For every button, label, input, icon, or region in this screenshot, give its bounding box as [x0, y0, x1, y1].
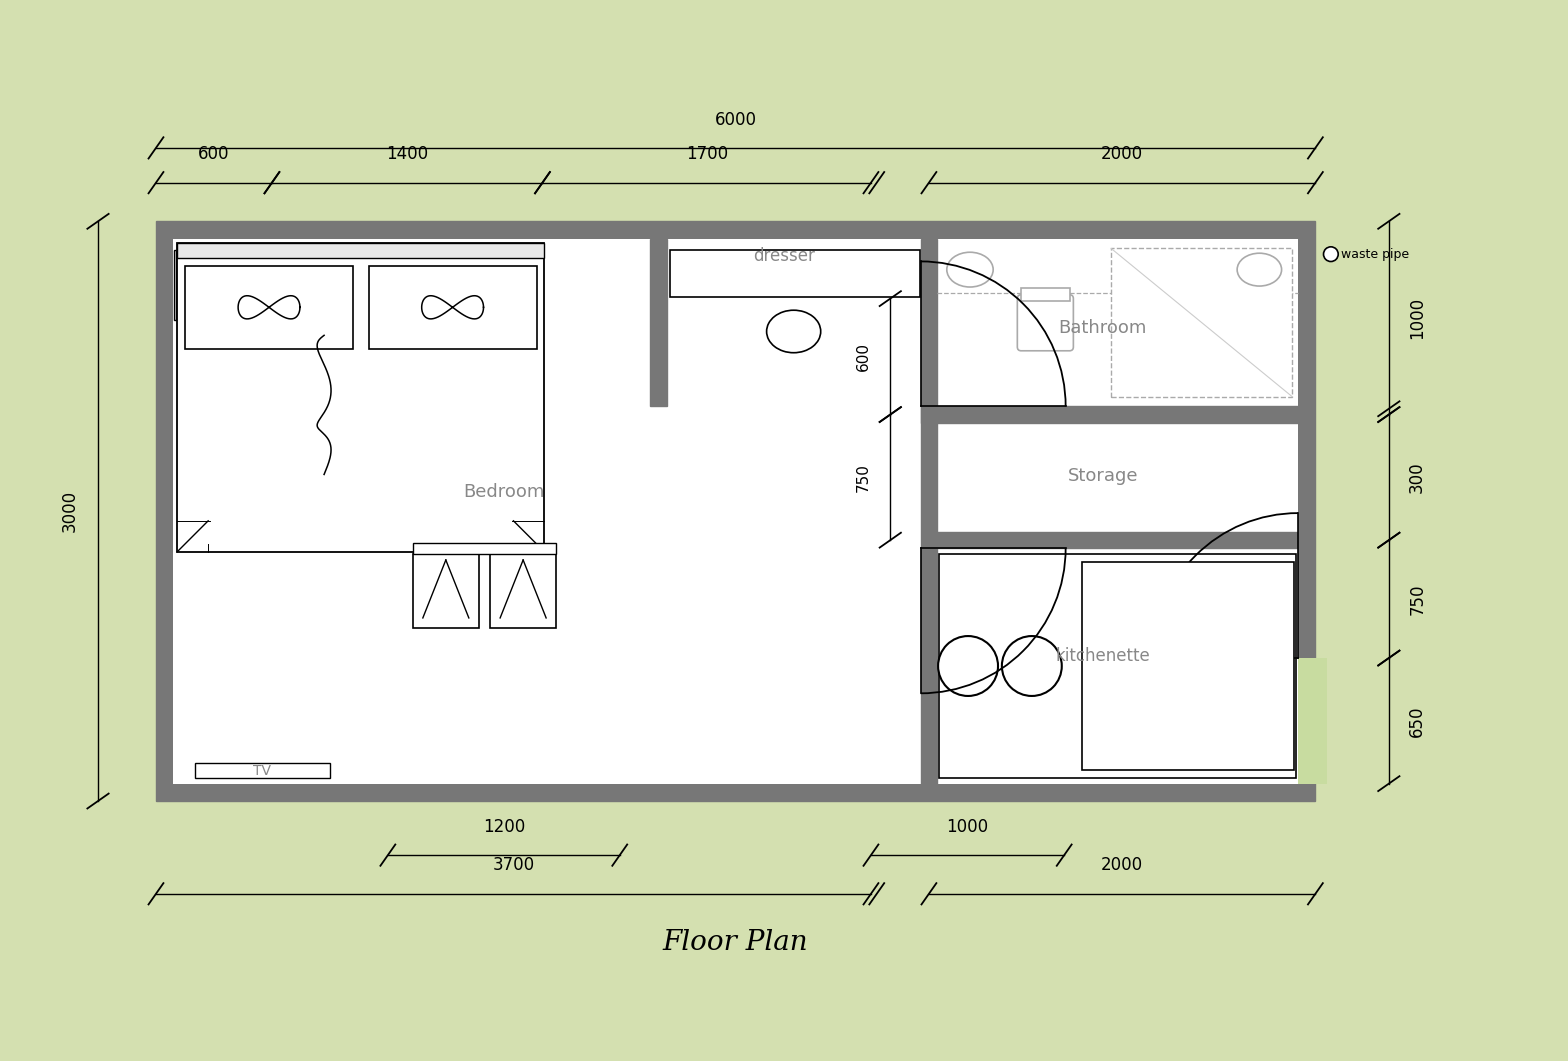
Text: 2000: 2000: [1101, 145, 1143, 163]
Bar: [177, 243, 544, 552]
Bar: [920, 239, 938, 784]
Bar: [174, 250, 176, 319]
Text: 3700: 3700: [492, 856, 535, 874]
Text: 300: 300: [1408, 462, 1427, 493]
Bar: [177, 243, 544, 258]
Bar: [1021, 288, 1069, 300]
Bar: [938, 532, 1298, 549]
Text: Storage: Storage: [1068, 468, 1138, 485]
Bar: [939, 554, 1297, 778]
Bar: [194, 763, 329, 778]
Bar: [155, 222, 1316, 801]
Bar: [185, 265, 353, 349]
Text: 650: 650: [1408, 706, 1427, 736]
Text: 600: 600: [198, 145, 229, 163]
Bar: [651, 239, 666, 406]
Text: TV: TV: [254, 764, 271, 778]
Text: dresser: dresser: [753, 247, 815, 265]
Text: 2000: 2000: [1101, 856, 1143, 874]
Circle shape: [1002, 636, 1062, 696]
Bar: [670, 250, 920, 297]
Text: kitchenette: kitchenette: [1055, 647, 1151, 665]
Text: Bedroom: Bedroom: [463, 483, 544, 501]
Circle shape: [938, 636, 997, 696]
Bar: [1112, 248, 1292, 397]
Ellipse shape: [947, 253, 993, 288]
Circle shape: [1323, 247, 1338, 261]
Text: 1000: 1000: [1408, 297, 1427, 340]
Bar: [368, 265, 536, 349]
Text: 1400: 1400: [386, 145, 428, 163]
Text: 1700: 1700: [685, 145, 728, 163]
Text: 750: 750: [1408, 584, 1427, 614]
Text: waste pipe: waste pipe: [1342, 247, 1410, 261]
Bar: [1298, 658, 1327, 784]
Bar: [412, 554, 478, 628]
Text: 3000: 3000: [61, 490, 78, 533]
Bar: [1082, 562, 1294, 770]
Text: 1200: 1200: [483, 818, 525, 836]
FancyBboxPatch shape: [1018, 295, 1074, 351]
Bar: [174, 239, 1298, 784]
Bar: [412, 542, 557, 554]
Bar: [491, 554, 557, 628]
Text: 1000: 1000: [947, 818, 989, 836]
Text: 750: 750: [856, 463, 870, 492]
Ellipse shape: [1237, 254, 1281, 286]
Text: Floor Plan: Floor Plan: [663, 928, 809, 956]
Text: Bathroom: Bathroom: [1058, 318, 1148, 336]
Bar: [920, 406, 1298, 422]
Text: 6000: 6000: [715, 110, 757, 128]
Bar: [1298, 658, 1317, 784]
Text: 600: 600: [856, 342, 870, 371]
